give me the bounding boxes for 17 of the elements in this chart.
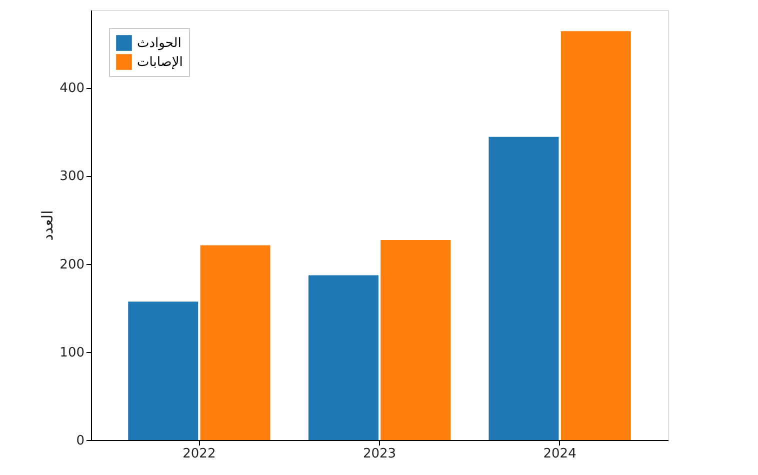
y-tick-label: 300 (60, 169, 84, 184)
legend-label: الحوادث (137, 36, 182, 51)
bar (128, 302, 198, 440)
bar (488, 136, 559, 440)
bar (560, 31, 631, 440)
y-tick-label: 100 (60, 345, 84, 360)
x-tick-label: 2022 (182, 446, 216, 462)
x-tick-label: 2023 (362, 446, 396, 462)
y-tick-label: 0 (76, 434, 84, 448)
y-tick-label: 400 (60, 81, 84, 96)
bar (308, 275, 378, 440)
y-tick-label: 200 (60, 257, 84, 272)
y-axis-title: العدد (38, 210, 57, 241)
bar (200, 245, 270, 440)
bar (380, 240, 451, 440)
x-tick-label: 2024 (543, 446, 576, 462)
legend-label: الإصابات (137, 55, 183, 70)
